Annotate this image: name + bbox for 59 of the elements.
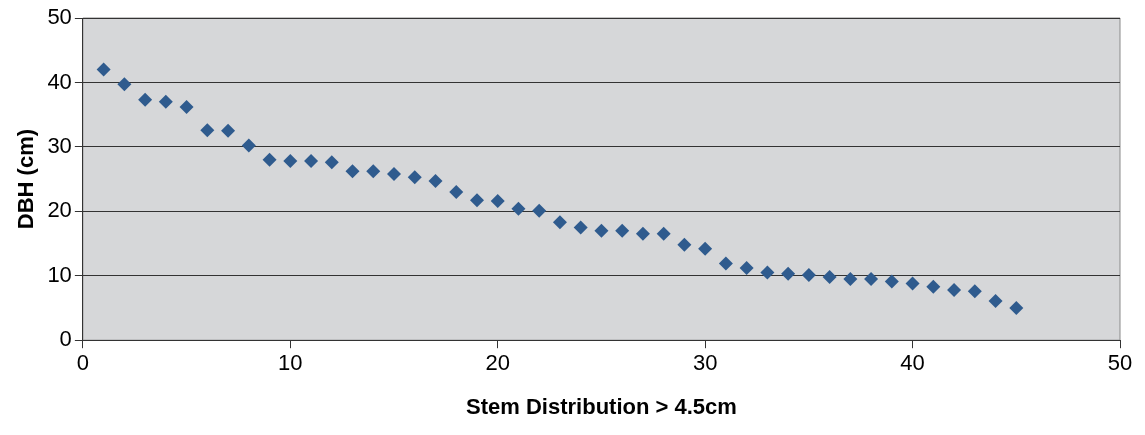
point [947,282,962,297]
point [1009,300,1024,315]
point [490,194,505,209]
x-tick-label: 30 [692,350,718,376]
point [179,99,194,114]
x-tick-label: 50 [1107,350,1133,376]
point [967,284,982,299]
point [241,138,256,153]
y-axis-title: DBH (cm) [13,128,39,230]
point [822,270,837,285]
x-tick-label: 20 [485,350,510,376]
point [801,268,816,283]
point [739,261,754,276]
point [428,174,443,189]
point [283,154,298,169]
y-tick-label: 40 [47,68,72,94]
point [96,62,111,77]
y-tick-label: 50 [47,4,72,30]
point [449,184,464,199]
x-tick-label: 10 [278,350,303,376]
y-tick-label: 20 [47,197,72,223]
point [345,164,360,179]
point [884,274,899,289]
point [760,265,775,280]
point [573,220,588,235]
point [781,266,796,281]
point [656,226,671,241]
point [677,237,692,252]
point [511,201,526,216]
y-tick-label: 10 [47,261,72,287]
point [138,92,153,107]
point [594,223,609,238]
point [387,166,402,181]
y-tick-label: 0 [59,326,72,352]
point [864,271,879,286]
point [158,94,173,109]
point [407,170,422,185]
point [635,226,650,241]
point [615,223,630,238]
y-tick-label: 30 [47,132,72,158]
point [262,152,277,167]
point [469,193,484,208]
point [718,256,733,271]
point [905,276,920,291]
point [988,293,1003,308]
x-tick-label: 0 [76,350,89,376]
point [532,203,547,218]
point [926,279,941,294]
point [366,164,381,179]
point [698,241,713,256]
x-axis-title: Stem Distribution > 4.5cm [466,393,737,419]
point [117,77,132,92]
point [304,154,319,169]
x-tick-label: 40 [900,350,925,376]
point [843,271,858,286]
point [221,123,236,138]
point [200,123,215,138]
point [324,155,339,170]
point [552,215,567,230]
